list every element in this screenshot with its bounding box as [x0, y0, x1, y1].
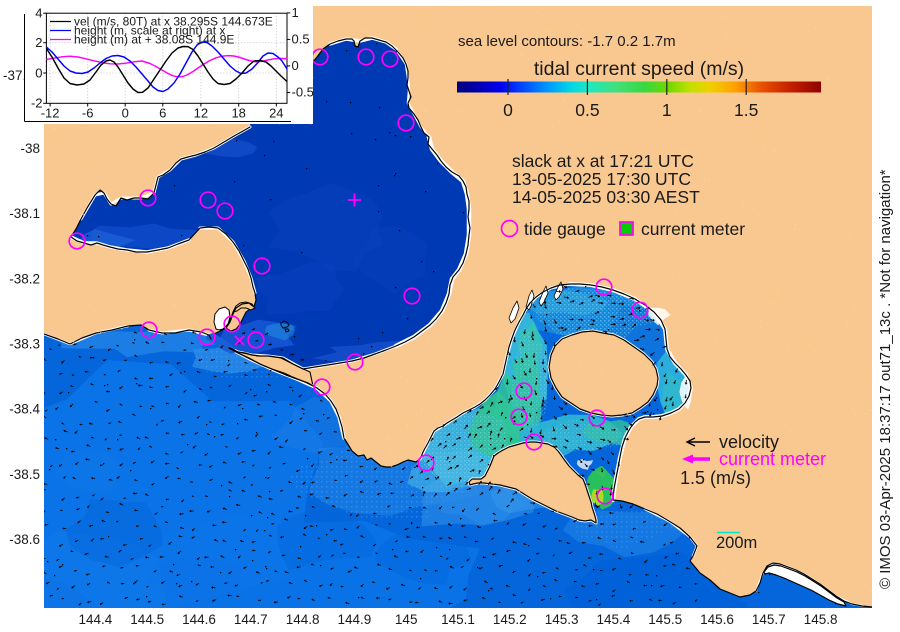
svg-text:24: 24 [269, 106, 283, 121]
svg-text:slack at x at 17:21 UTC: slack at x at 17:21 UTC [512, 151, 694, 171]
svg-text:1.5: 1.5 [734, 100, 758, 120]
svg-text:144.8: 144.8 [286, 612, 320, 627]
svg-text:6: 6 [159, 106, 166, 121]
svg-text:tide gauge: tide gauge [524, 219, 606, 239]
svg-text:1.5 (m/s): 1.5 (m/s) [680, 468, 751, 488]
svg-text:height (m) at + 38.08S 144.9E: height (m) at + 38.08S 144.9E [74, 33, 234, 47]
svg-text:0.5: 0.5 [575, 100, 599, 120]
svg-text:tidal current speed (m/s): tidal current speed (m/s) [534, 58, 744, 80]
svg-text:13-05-2025 17:30 UTC: 13-05-2025 17:30 UTC [512, 169, 691, 189]
svg-text:-38.5: -38.5 [9, 467, 40, 482]
svg-text:145.3: 145.3 [545, 612, 579, 627]
svg-text:4: 4 [35, 6, 42, 21]
svg-text:0: 0 [292, 58, 299, 73]
svg-text:18: 18 [231, 106, 245, 121]
svg-text:0.5: 0.5 [292, 32, 310, 47]
svg-text:-38.6: -38.6 [9, 532, 40, 547]
svg-text:145.1: 145.1 [441, 612, 475, 627]
svg-text:144.9: 144.9 [338, 612, 372, 627]
svg-text:current meter: current meter [719, 449, 826, 469]
svg-text:-38: -38 [20, 141, 40, 156]
svg-text:1: 1 [292, 5, 299, 20]
svg-text:-38.2: -38.2 [9, 271, 40, 286]
svg-text:1: 1 [662, 100, 672, 120]
svg-text:144.4: 144.4 [79, 612, 113, 627]
svg-text:sea level contours: -1.7 0.2 1: sea level contours: -1.7 0.2 1.7m [458, 33, 676, 50]
svg-text:-2: -2 [31, 96, 43, 111]
svg-text:144.6: 144.6 [182, 612, 216, 627]
svg-text:145: 145 [395, 612, 418, 627]
svg-text:-6: -6 [82, 106, 94, 121]
svg-text:current meter: current meter [641, 219, 745, 239]
svg-text:145.5: 145.5 [648, 612, 682, 627]
svg-text:height (m, scale at right) at: height (m, scale at right) at x [74, 24, 225, 38]
svg-text:145.7: 145.7 [752, 612, 786, 627]
svg-text:200m: 200m [716, 534, 757, 552]
svg-text:vel (m/s, 80T) at x 38.295S 14: vel (m/s, 80T) at x 38.295S 144.673E [74, 15, 273, 29]
svg-text:-0.5: -0.5 [292, 85, 314, 100]
svg-text:144.7: 144.7 [234, 612, 268, 627]
svg-text:-38.3: -38.3 [9, 337, 40, 352]
svg-text:0: 0 [122, 106, 129, 121]
svg-text:© IMOS 03-Apr-2025 18:37:17 ou: © IMOS 03-Apr-2025 18:37:17 out71_13c . … [877, 169, 894, 589]
svg-text:-38.4: -38.4 [9, 402, 40, 417]
svg-text:144.5: 144.5 [130, 612, 164, 627]
svg-text:-12: -12 [41, 106, 60, 121]
svg-text:145.8: 145.8 [804, 612, 838, 627]
svg-text:14-05-2025 03:30 AEST: 14-05-2025 03:30 AEST [512, 187, 700, 207]
svg-text:2: 2 [35, 35, 42, 50]
svg-text:velocity: velocity [719, 432, 779, 452]
svg-text:12: 12 [194, 106, 208, 121]
svg-text:145.6: 145.6 [700, 612, 734, 627]
svg-text:0: 0 [503, 100, 513, 120]
svg-text:0: 0 [35, 65, 42, 80]
svg-text:-38.1: -38.1 [9, 206, 40, 221]
svg-text:145.4: 145.4 [597, 612, 631, 627]
svg-text:145.2: 145.2 [493, 612, 527, 627]
